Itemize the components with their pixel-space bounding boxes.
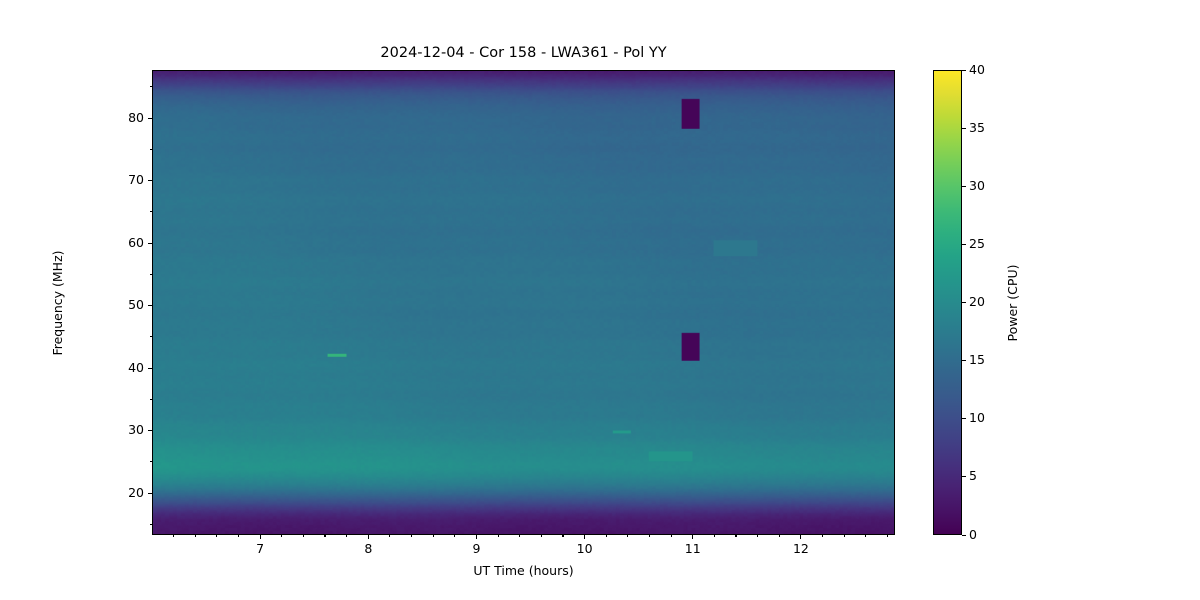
- x-tick-minor-mark: [648, 535, 651, 538]
- colorbar-tick-label: 30: [969, 177, 985, 193]
- colorbar-tick-label: 5: [969, 468, 977, 484]
- colorbar-tick-mark: [962, 360, 966, 362]
- y-tick-minor-mark: [149, 273, 152, 275]
- x-tick-label: 11: [684, 541, 701, 556]
- x-tick-minor-mark: [670, 535, 672, 538]
- x-tick-mark: [584, 535, 586, 539]
- x-tick-label: 7: [256, 541, 265, 556]
- x-tick-minor-mark: [540, 535, 542, 538]
- colorbar-tick-label: 35: [969, 119, 985, 135]
- x-tick-minor-mark: [735, 535, 737, 538]
- colorbar-gradient: [934, 71, 961, 534]
- x-tick-minor-mark: [411, 535, 413, 538]
- y-tick-minor-mark: [149, 86, 152, 88]
- x-tick-minor-mark: [324, 535, 326, 538]
- x-tick-minor-mark: [886, 535, 888, 538]
- x-tick-minor-mark: [865, 535, 867, 538]
- colorbar-tick-mark: [962, 127, 966, 129]
- colorbar-tick-mark: [962, 476, 966, 478]
- colorbar-tick-mark: [962, 243, 966, 245]
- x-tick-minor-mark: [389, 535, 391, 538]
- x-tick-minor-mark: [216, 535, 218, 538]
- x-tick-mark: [800, 535, 802, 539]
- y-tick-mark: [148, 180, 152, 182]
- x-tick-minor-mark: [843, 535, 845, 538]
- x-tick-minor-mark: [237, 535, 240, 538]
- y-tick-mark: [148, 367, 152, 369]
- y-tick-label: 70: [128, 172, 144, 188]
- y-tick-label: 50: [128, 297, 144, 313]
- y-tick-minor-mark: [149, 398, 152, 400]
- heatmap-image: [153, 71, 894, 534]
- x-tick-minor-mark: [497, 535, 499, 538]
- x-tick-minor-mark: [778, 535, 780, 538]
- colorbar-tick-label: 15: [969, 352, 985, 368]
- x-tick-minor-mark: [346, 535, 348, 538]
- x-tick-minor-mark: [302, 535, 304, 538]
- x-tick-minor-mark: [562, 535, 564, 538]
- dynamic-spectrum-heatmap[interactable]: [152, 70, 895, 535]
- x-axis-label: UT Time (hours): [473, 563, 574, 578]
- y-tick-label: 30: [128, 422, 144, 438]
- x-tick-minor-mark: [454, 535, 456, 538]
- x-tick-minor-mark: [432, 535, 434, 538]
- x-tick-minor-mark: [281, 535, 283, 538]
- y-tick-label: 80: [128, 109, 144, 125]
- x-tick-minor-mark: [757, 535, 759, 538]
- x-tick-mark: [475, 535, 477, 539]
- colorbar-tick-mark: [962, 185, 966, 187]
- colorbar-tick-label: 40: [969, 61, 985, 77]
- x-tick-mark: [367, 535, 369, 539]
- y-tick-mark: [148, 242, 152, 244]
- x-tick-minor-mark: [627, 535, 629, 538]
- colorbar-tick-mark: [962, 69, 966, 71]
- x-tick-minor-mark: [194, 535, 196, 538]
- y-tick-minor-mark: [149, 336, 152, 338]
- y-tick-minor-mark: [149, 148, 152, 150]
- colorbar-tick-mark: [962, 302, 966, 303]
- y-tick-mark: [148, 117, 152, 119]
- y-axis-label: Frequency (MHz): [50, 249, 65, 356]
- x-tick-mark: [259, 535, 261, 539]
- y-tick-minor-mark: [149, 211, 152, 213]
- x-tick-label: 10: [576, 541, 593, 556]
- y-tick-label: 40: [128, 359, 144, 375]
- colorbar-tick-label: 20: [969, 294, 985, 309]
- x-tick-minor-mark: [519, 535, 521, 538]
- x-tick-label: 8: [364, 541, 373, 556]
- y-tick-minor-mark: [149, 461, 152, 463]
- x-tick-mark: [692, 535, 694, 539]
- colorbar-tick-label: 25: [969, 235, 985, 251]
- x-tick-label: 9: [472, 541, 481, 556]
- colorbar[interactable]: [933, 70, 962, 535]
- y-tick-label: 20: [128, 484, 144, 500]
- x-tick-minor-mark: [713, 535, 715, 538]
- y-tick-mark: [148, 305, 152, 307]
- y-tick-minor-mark: [149, 523, 152, 525]
- colorbar-tick-mark: [962, 418, 966, 420]
- x-tick-minor-mark: [173, 535, 175, 538]
- x-tick-minor-mark: [821, 535, 824, 538]
- y-tick-mark: [148, 430, 152, 432]
- colorbar-tick-label: 0: [969, 526, 977, 542]
- page-title: 2024-12-04 - Cor 158 - LWA361 - Pol YY: [380, 45, 667, 61]
- colorbar-tick-label: 10: [969, 410, 985, 426]
- y-tick-label: 60: [128, 234, 144, 250]
- x-tick-minor-mark: [605, 535, 607, 538]
- colorbar-tick-mark: [962, 534, 966, 536]
- x-tick-label: 12: [792, 541, 809, 556]
- y-tick-mark: [148, 492, 152, 494]
